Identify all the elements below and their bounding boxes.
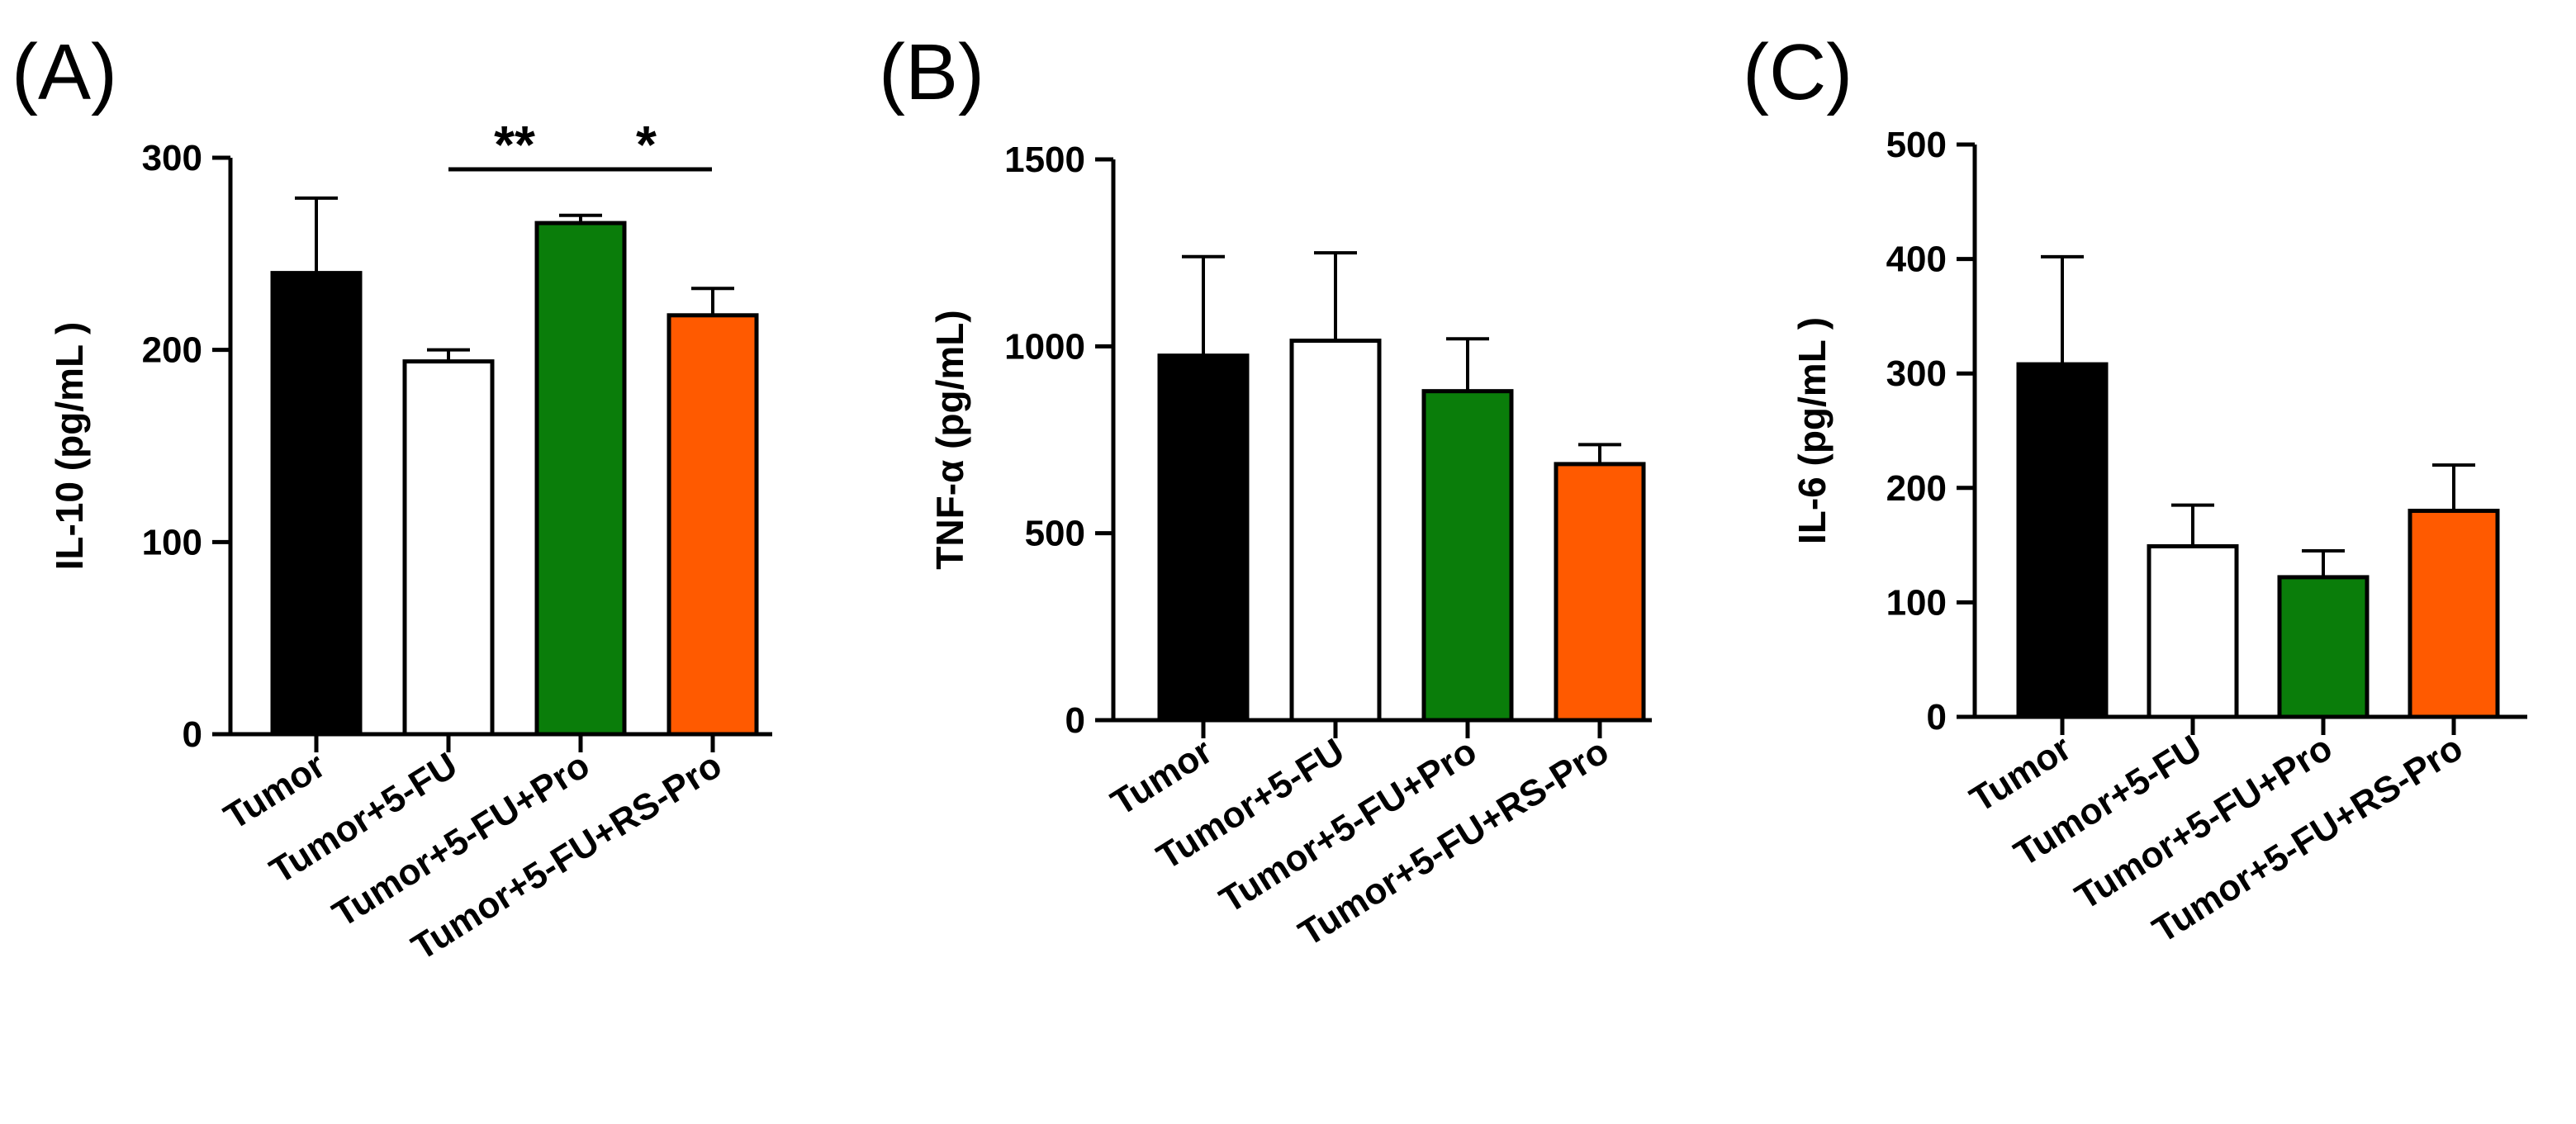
x-category-label: Tumor bbox=[1104, 731, 1219, 823]
y-tick-label: 400 bbox=[1886, 240, 1947, 280]
panel-label: (A) bbox=[12, 28, 117, 116]
y-tick-label: 100 bbox=[142, 522, 202, 562]
significance-label: * bbox=[636, 115, 657, 174]
y-axis-title: TNF-α (pg/mL) bbox=[928, 310, 971, 569]
bar-tumor-5-fu bbox=[1289, 339, 1382, 723]
y-tick-label: 0 bbox=[183, 714, 202, 755]
y-tick-label: 500 bbox=[1886, 125, 1947, 165]
y-tick-label: 500 bbox=[1025, 514, 1085, 554]
bar-tumor-5-fu-pro bbox=[534, 221, 627, 737]
y-tick-label: 0 bbox=[1065, 700, 1085, 741]
bar-tumor-5-fu bbox=[2147, 543, 2239, 719]
y-tick-label: 0 bbox=[1927, 697, 1947, 737]
y-tick-label: 300 bbox=[1886, 353, 1947, 394]
y-tick-label: 200 bbox=[142, 330, 202, 371]
x-category-label: Tumor bbox=[217, 745, 332, 837]
bar-tumor-5-fu-pro bbox=[1421, 389, 1514, 723]
bar-tumor-5-fu-rs-pro bbox=[667, 313, 759, 737]
bar-tumor-5-fu-pro bbox=[2277, 575, 2370, 719]
bar-tumor-5-fu-rs-pro bbox=[1554, 462, 1646, 723]
y-axis-title: IL-6 (pg/mL ) bbox=[1791, 317, 1834, 544]
bar-tumor-5-fu-rs-pro bbox=[2408, 509, 2500, 719]
bar-tumor bbox=[1157, 353, 1250, 723]
bar-tumor-5-fu bbox=[402, 359, 495, 737]
panel-label: (B) bbox=[879, 28, 984, 116]
y-axis-title: IL-10 (pg/mL ) bbox=[48, 322, 91, 571]
y-tick-label: 100 bbox=[1886, 582, 1947, 623]
y-tick-label: 300 bbox=[142, 138, 202, 178]
y-tick-label: 1000 bbox=[1004, 326, 1085, 367]
bar-tumor bbox=[270, 271, 363, 737]
panel-label: (C) bbox=[1743, 28, 1853, 116]
y-tick-label: 1500 bbox=[1004, 140, 1085, 180]
bar-tumor bbox=[2016, 362, 2109, 719]
significance-label: ** bbox=[494, 115, 535, 174]
y-tick-label: 200 bbox=[1886, 468, 1947, 509]
